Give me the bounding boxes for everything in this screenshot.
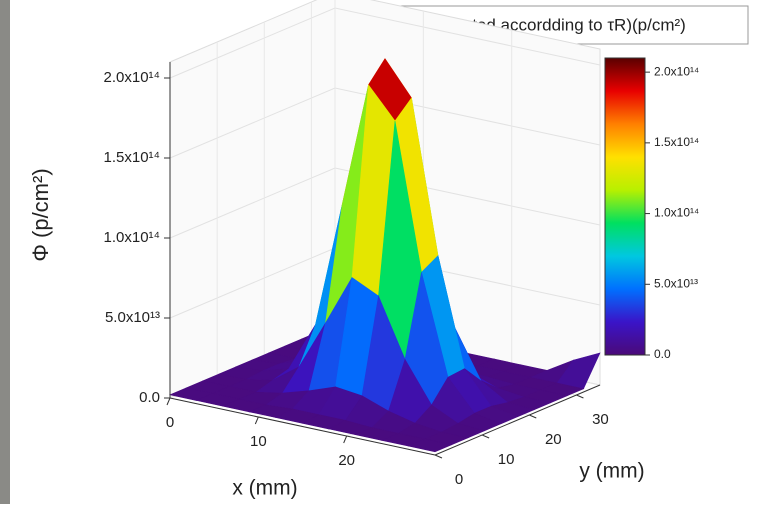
y-tick — [434, 454, 443, 459]
surface-patch — [407, 438, 453, 453]
x-tick-label: 10 — [250, 433, 267, 450]
z-axis-label: Φ (p/cm²) — [28, 168, 53, 261]
y-tick-label: 20 — [545, 431, 562, 448]
z-tick-label: 1.0x10¹⁴ — [104, 229, 160, 246]
y-tick — [529, 414, 537, 419]
x-axis — [169, 397, 436, 456]
x-tick — [254, 416, 259, 425]
colorbar-tick-label: 0.0 — [654, 347, 671, 361]
x-tick — [166, 397, 171, 406]
colorbar-tick-label: 2.0x10¹⁴ — [654, 64, 699, 78]
colorbar-tick-label: 1.5x10¹⁴ — [654, 135, 699, 149]
colorbar-tick-label: 5.0x10¹³ — [654, 276, 698, 290]
y-axis-label: y (mm) — [579, 460, 644, 483]
z-tick-label: 5.0x10¹³ — [105, 309, 160, 326]
x-axis-label: x (mm) — [232, 477, 297, 500]
z-tick-label: 0.0 — [139, 389, 160, 406]
y-tick-label: 30 — [592, 411, 609, 428]
y-axis — [434, 384, 601, 456]
z-tick-label: 1.5x10¹⁴ — [104, 149, 160, 166]
colorbar-tick-label: 1.0x10¹⁴ — [654, 206, 699, 220]
y-tick-label: 0 — [455, 471, 463, 488]
y-tick — [576, 394, 584, 399]
y-tick — [481, 434, 490, 439]
z-tick-label: 2.0x10¹⁴ — [104, 69, 160, 86]
photo-edge — [0, 0, 10, 504]
surface — [169, 58, 601, 453]
x-tick-label: 20 — [338, 452, 355, 469]
x-tick-label: 0 — [166, 414, 174, 431]
y-tick-label: 10 — [498, 451, 515, 468]
colorbar — [604, 57, 646, 356]
x-tick — [343, 435, 348, 444]
